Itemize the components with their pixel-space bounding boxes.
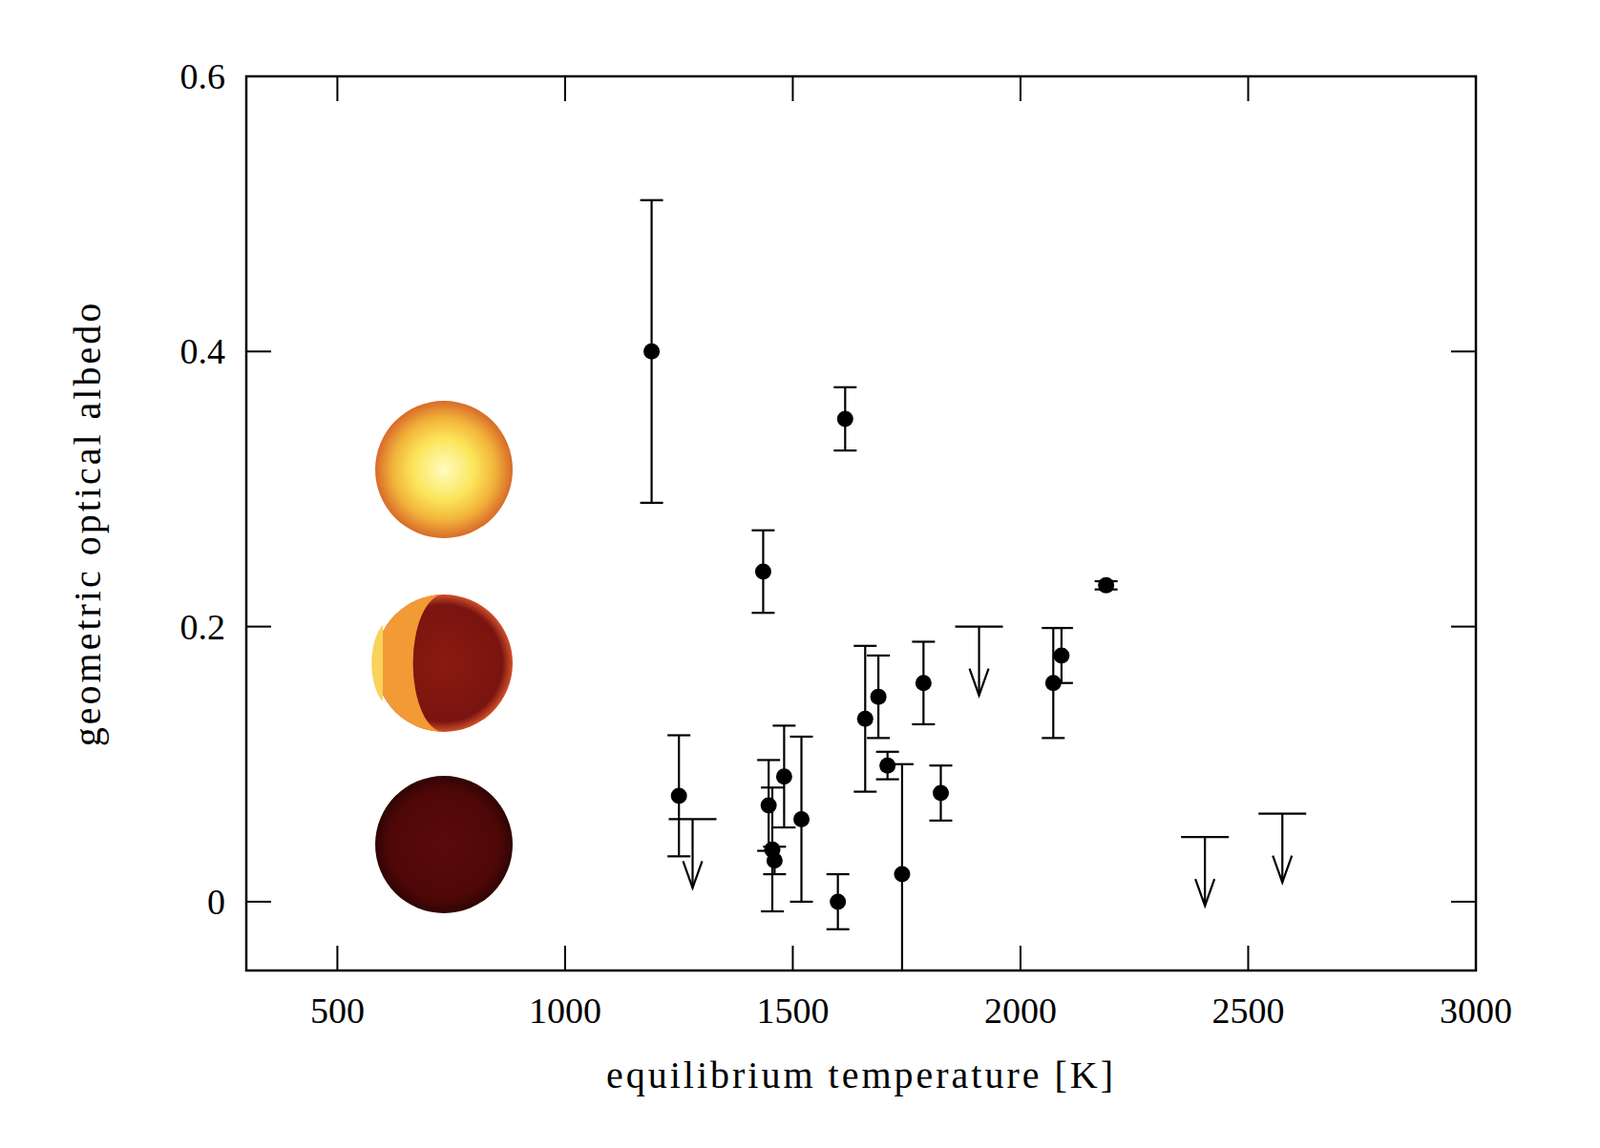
planet-crescent-glow: [371, 625, 383, 702]
error-bar: [762, 846, 786, 875]
y-axis-title: geometric optical albedo: [65, 300, 109, 747]
x-tick-label: 2000: [984, 990, 1057, 1032]
data-point: [766, 852, 783, 869]
y-tick-label: 0.4: [180, 331, 227, 372]
y-tick-label: 0.2: [180, 607, 227, 648]
error-bar: [751, 530, 775, 613]
data-point: [837, 410, 854, 427]
y-tick: [246, 901, 272, 904]
x-tick-top: [791, 76, 794, 102]
data-marks: [640, 200, 1307, 971]
plot-frame: [246, 76, 1476, 971]
x-tick-label: 3000: [1439, 990, 1513, 1032]
error-bar: [790, 736, 814, 903]
x-tick-top: [336, 76, 338, 102]
x-tick: [564, 946, 567, 971]
x-tick-top: [1019, 76, 1022, 102]
planet-bright: [375, 400, 513, 539]
x-tick: [1474, 946, 1477, 971]
y-tick-label: 0: [207, 882, 226, 923]
data-point: [879, 757, 896, 775]
x-tick: [791, 946, 794, 971]
data-point: [1097, 577, 1115, 594]
upper-limit: [1180, 837, 1229, 906]
data-point: [755, 563, 772, 580]
y-tick-label: 0.6: [180, 56, 227, 97]
x-tick: [336, 946, 338, 971]
y-tick-right: [1451, 901, 1476, 904]
x-tick: [1019, 946, 1022, 971]
data-point: [829, 893, 846, 910]
upper-limit: [668, 819, 716, 888]
planet-crescent: [375, 594, 444, 733]
error-bar: [928, 765, 952, 822]
error-bar: [876, 752, 900, 780]
error-bar: [667, 735, 691, 857]
error-bar: [866, 655, 890, 738]
x-tick: [1246, 946, 1249, 971]
y-tick: [246, 626, 272, 629]
x-tick-top: [1474, 76, 1477, 102]
data-point: [915, 674, 932, 692]
y-tick-right: [1451, 350, 1476, 353]
data-point: [643, 343, 660, 360]
planet-partial: [375, 594, 513, 733]
data-point: [932, 785, 949, 802]
planet-illustrations: [371, 400, 513, 914]
error-bar: [1050, 628, 1074, 684]
upper-limit: [1258, 814, 1306, 884]
x-tick-label: 2500: [1211, 990, 1285, 1032]
x-tick-label: 1500: [756, 990, 829, 1032]
data-point: [857, 711, 874, 728]
error-bar: [911, 641, 935, 724]
x-tick-label: 500: [310, 990, 365, 1032]
chart-container: 500 1000 1500 2000 2500 3000 0 0.2 0.4 0.6 equilib…: [0, 0, 1600, 1148]
error-bar: [853, 646, 877, 793]
data-point: [793, 811, 810, 828]
error-bar: [833, 387, 857, 451]
x-tick-top: [564, 76, 567, 102]
x-tick-label: 1000: [528, 990, 602, 1032]
y-tick: [246, 350, 272, 353]
y-tick-right: [1451, 626, 1476, 629]
data-point: [1052, 647, 1070, 664]
x-tick-top: [1246, 76, 1249, 102]
upper-limit: [955, 627, 1004, 696]
error-bar: [760, 787, 784, 912]
error-bar: [640, 200, 664, 504]
data-point: [870, 689, 887, 706]
y-tick: [246, 75, 272, 78]
chart-svg: 500 1000 1500 2000 2500 3000 0 0.2 0.4 0.6 equilib…: [0, 0, 1600, 1148]
planet-dark: [375, 776, 513, 914]
x-axis-title: equilibrium temperature [K]: [606, 1053, 1116, 1097]
data-point: [893, 866, 910, 884]
y-tick-right: [1451, 75, 1476, 78]
error-bar: [890, 764, 914, 971]
error-bar: [826, 874, 850, 930]
data-point: [760, 798, 778, 815]
data-point: [671, 787, 688, 804]
error-bar: [772, 725, 796, 828]
data-point: [776, 768, 793, 785]
